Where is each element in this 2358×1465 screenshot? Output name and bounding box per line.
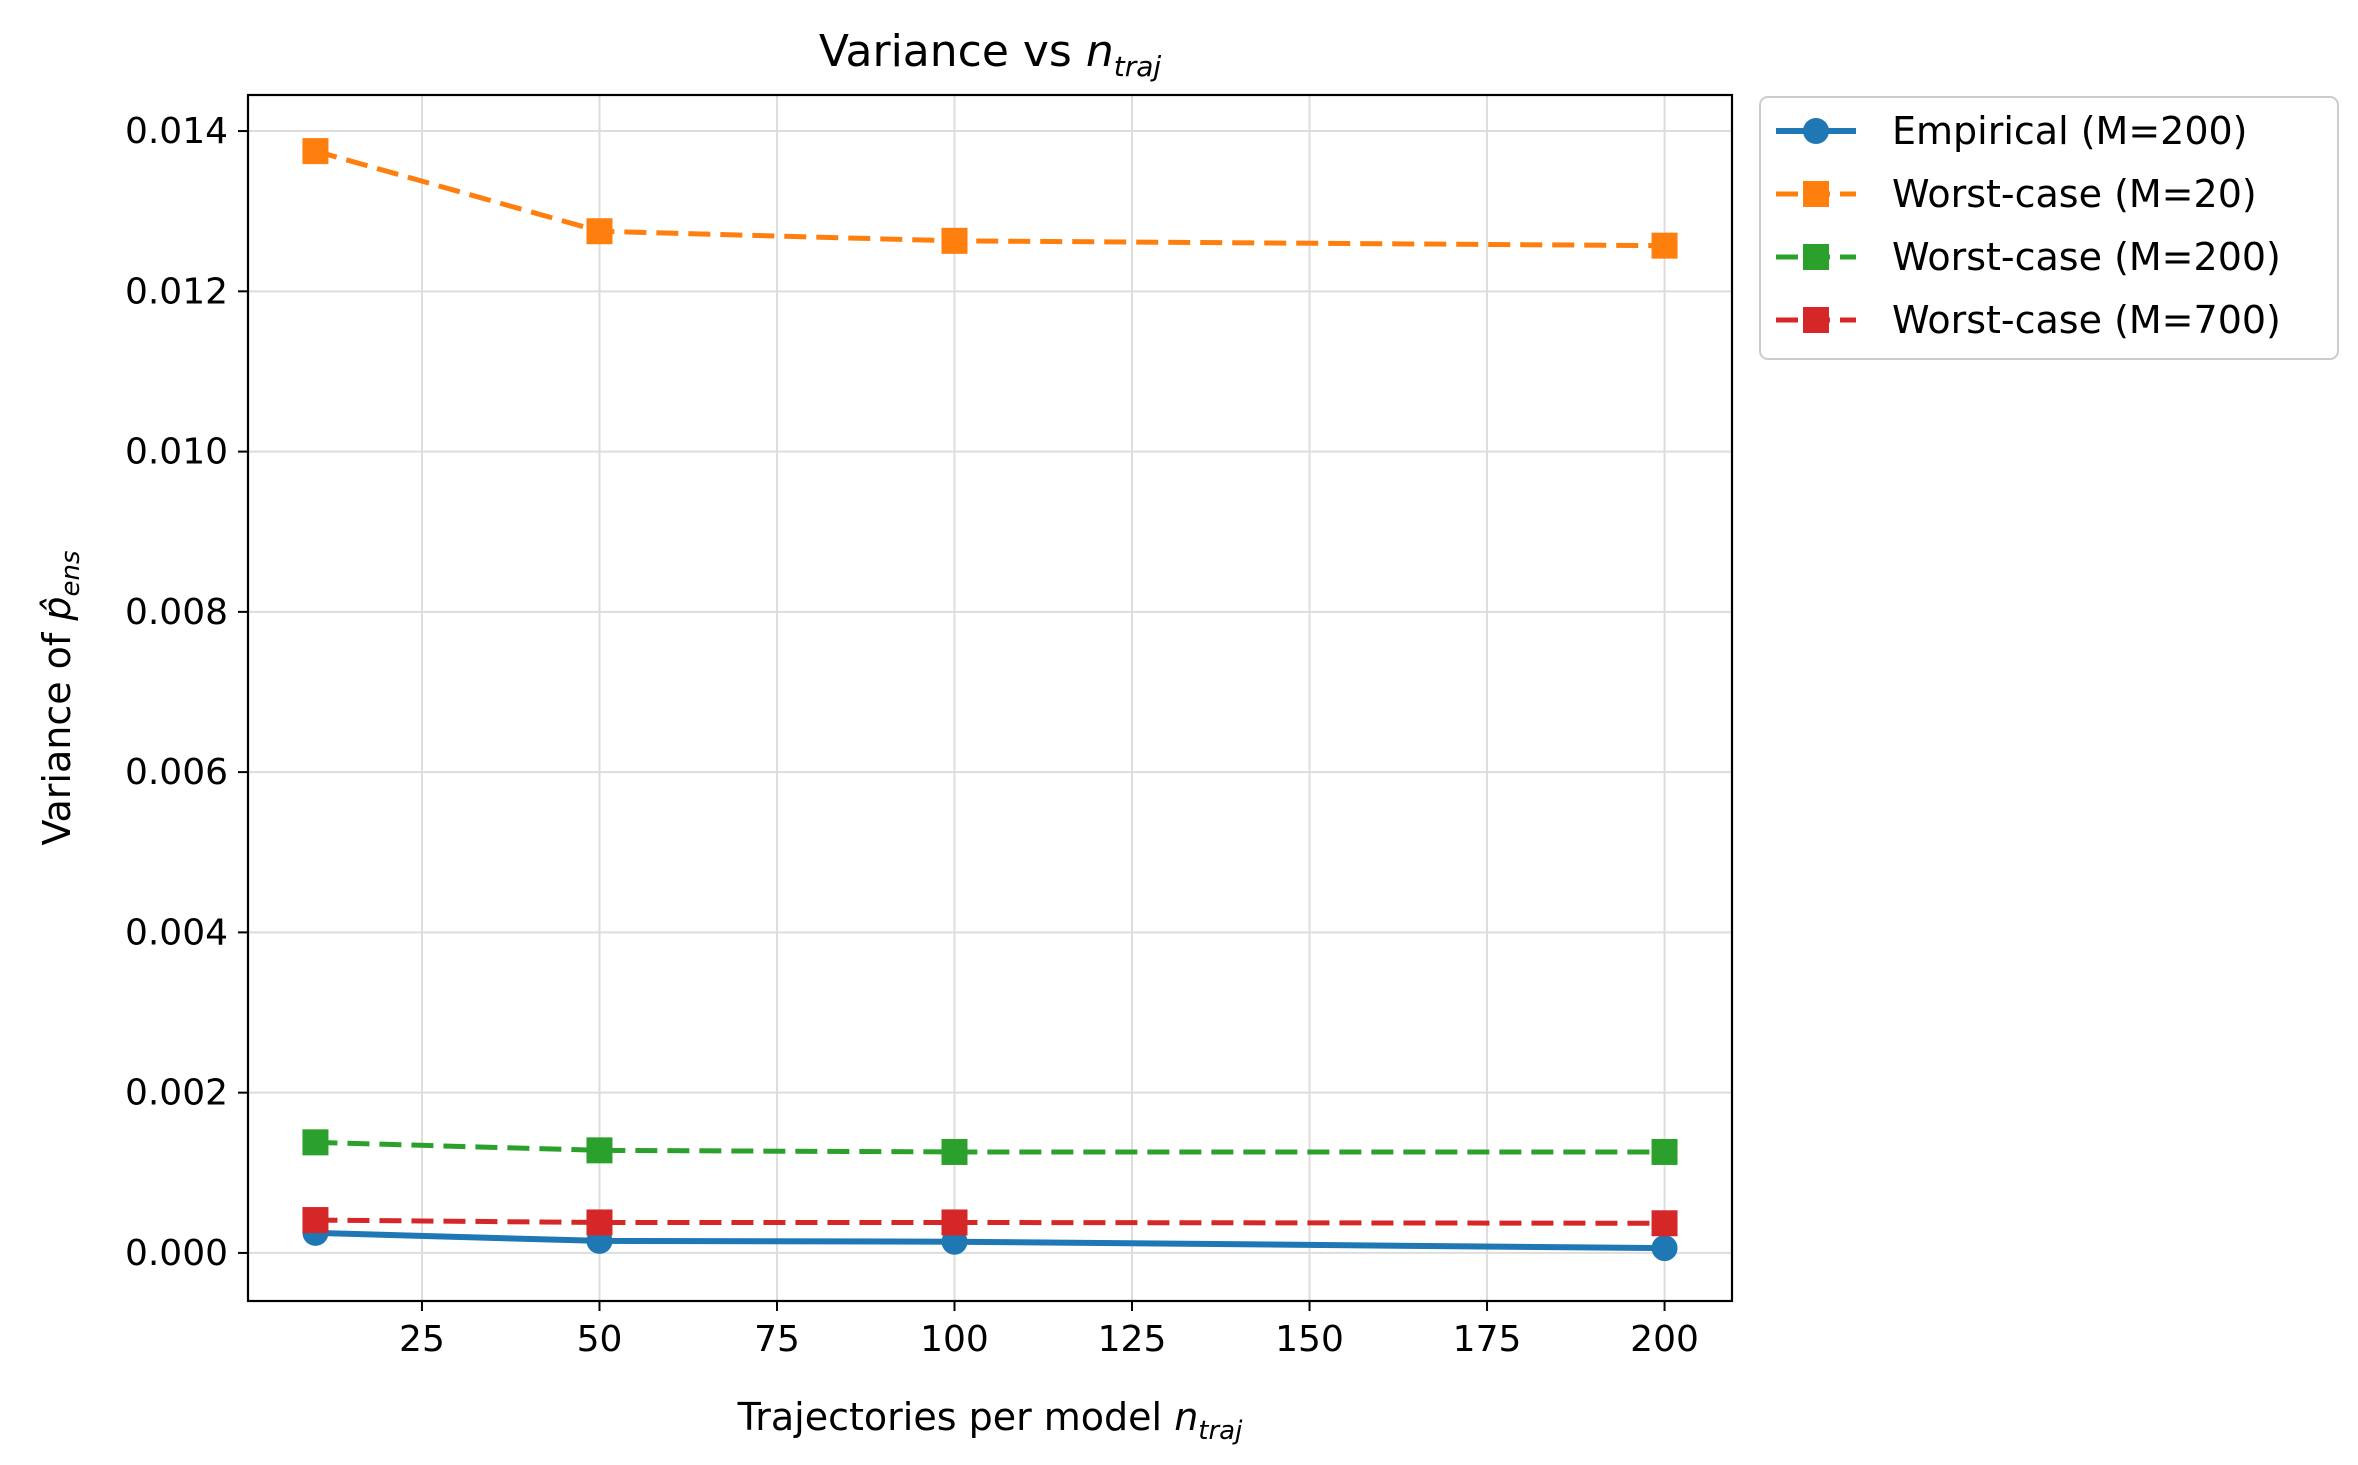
data-point [1651, 1138, 1678, 1165]
x-tick-label: 125 [1098, 1319, 1167, 1360]
series-0 [302, 1219, 1678, 1262]
y-tick-label: 0.010 [125, 432, 228, 473]
plot-frame [246, 93, 1734, 1303]
series-1 [302, 138, 1678, 259]
y-tick-label: 0.004 [125, 912, 228, 953]
x-tick-label: 150 [1275, 1319, 1344, 1360]
data-point [941, 1138, 968, 1165]
legend-marker [1803, 307, 1829, 333]
y-tick-label: 0.008 [125, 592, 228, 633]
data-point [941, 227, 968, 254]
y-axis-ticks: 0.000 0.002 0.004 0.006 0.008 0.010 0.012 0.014 [125, 111, 248, 1274]
x-tick-label: 100 [920, 1319, 989, 1360]
y-tick-label: 0.012 [125, 271, 228, 312]
series-3 [302, 1207, 1678, 1237]
series-line [314, 148, 1665, 249]
legend-marker [1803, 181, 1829, 207]
data-point [586, 1209, 613, 1236]
legend-label: Worst-case (M=700) [1892, 298, 2281, 342]
x-tick-label: 50 [577, 1319, 623, 1360]
series-2 [302, 1129, 1678, 1165]
legend: Empirical (M=200) Worst-case (M=20) Worst-… [1759, 96, 2339, 360]
data-point [302, 1129, 329, 1156]
y-tick-label: 0.014 [125, 111, 228, 152]
x-tick-label: 75 [754, 1319, 800, 1360]
legend-entry: Worst-case (M=200) [1776, 235, 2281, 279]
chart-title: Variance vs ntraj [819, 26, 1162, 83]
series-line [315, 1139, 1665, 1155]
series-lines [302, 138, 1678, 1262]
data-point [302, 1207, 329, 1234]
y-axis-label: Variance of p̂ens [35, 550, 86, 845]
y-tick-label: 0.006 [125, 752, 228, 793]
x-tick-label: 25 [399, 1319, 445, 1360]
y-tick-label: 0.002 [125, 1073, 228, 1114]
x-axis-label: Trajectories per model ntraj [737, 1395, 1243, 1446]
x-axis-ticks: 25 50 75 100 125 150 175 200 [399, 1301, 1699, 1360]
legend-entry: Empirical (M=200) [1776, 109, 2248, 153]
y-tick-label: 0.000 [125, 1233, 228, 1274]
legend-label: Worst-case (M=200) [1892, 235, 2281, 279]
legend-marker [1803, 118, 1829, 144]
legend-marker [1803, 244, 1829, 270]
data-point [941, 1209, 968, 1236]
data-point [1651, 1210, 1678, 1237]
data-point [1651, 232, 1678, 259]
legend-entry: Worst-case (M=20) [1776, 172, 2257, 216]
legend-entry: Worst-case (M=700) [1776, 298, 2281, 342]
legend-entries: Empirical (M=200) Worst-case (M=20) Worst-… [1776, 109, 2281, 342]
x-tick-label: 175 [1453, 1319, 1522, 1360]
data-point [586, 218, 613, 245]
series-line [315, 1229, 1665, 1252]
legend-frame [1759, 96, 2339, 360]
legend-label: Empirical (M=200) [1892, 109, 2248, 153]
x-tick-label: 200 [1630, 1319, 1699, 1360]
data-point [586, 1137, 613, 1164]
data-point [1651, 1235, 1678, 1262]
series-line [315, 1217, 1665, 1226]
grid [248, 95, 1732, 1301]
data-point [302, 138, 329, 165]
legend-label: Worst-case (M=20) [1892, 172, 2257, 216]
